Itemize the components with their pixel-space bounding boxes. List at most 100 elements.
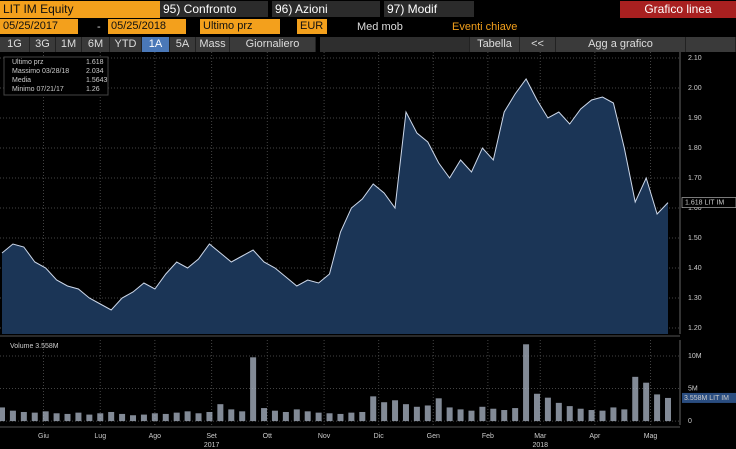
volume-bar (512, 408, 519, 422)
y-tick-label: 10M (688, 353, 702, 360)
volume-bar (130, 415, 137, 422)
option-checkbox[interactable]: Med mob (357, 21, 403, 33)
volume-bar (20, 411, 27, 422)
x-tick-label: Dic (374, 433, 385, 440)
view-title: Grafico linea (620, 1, 736, 18)
volume-bar (501, 410, 508, 422)
volume-bar (293, 409, 300, 422)
volume-bar (566, 406, 573, 422)
year-label: 2017 (204, 442, 220, 449)
period-button[interactable]: YTD (110, 37, 142, 52)
legend-label: Minimo 07/21/17 (12, 86, 64, 93)
y-tick-label: 1.90 (688, 115, 702, 122)
menu-item[interactable]: 95) Confronto (160, 1, 268, 17)
volume-bar (239, 411, 246, 422)
menu-item[interactable]: 97) Modif (384, 1, 474, 17)
volume-bar (446, 407, 453, 422)
volume-bar (326, 413, 333, 422)
volume-bar (206, 411, 213, 422)
x-tick-label: Ott (263, 433, 272, 440)
y-tick-label: 1.20 (688, 325, 702, 332)
price-tag-box (682, 392, 736, 403)
field-select[interactable]: Ultimo prz (200, 19, 280, 34)
legend-value: 1.5643 (86, 77, 108, 84)
x-tick-label: Set (206, 433, 217, 440)
y-tick-label: 5M (688, 385, 698, 392)
volume-bar (119, 413, 126, 422)
volume-bar (435, 398, 442, 422)
volume-bar (151, 413, 158, 422)
menu-item[interactable]: 96) Azioni (272, 1, 380, 17)
volume-bar (140, 414, 147, 422)
year-label: 2018 (532, 442, 548, 449)
option-checkbox[interactable]: Eventi chiave (452, 21, 518, 33)
volume-bar (665, 397, 671, 422)
legend-box (3, 56, 109, 96)
volume-bar (64, 413, 71, 422)
volume-bar (457, 409, 464, 422)
y-tick-label: 1.30 (688, 295, 702, 302)
period-button[interactable]: 1G (0, 37, 30, 52)
price-tag-box (681, 197, 736, 208)
volume-bar (228, 409, 235, 422)
period-button[interactable]: 1M (56, 37, 82, 52)
price-area (2, 79, 668, 334)
x-tick-label: Mar (534, 433, 547, 440)
end-date[interactable]: 05/25/2018 (108, 19, 186, 34)
y-tick-label: 1.70 (688, 175, 702, 182)
ticker-field[interactable]: LIT IM Equity (0, 1, 160, 18)
legend-label: Media (12, 77, 31, 84)
settings-button[interactable] (686, 37, 736, 52)
volume-bar (654, 394, 661, 422)
period-button[interactable]: 3G (30, 37, 56, 52)
price-line (1, 78, 669, 311)
y-tick-label: 1.40 (688, 265, 702, 272)
volume-bar (337, 413, 344, 422)
volume-bar (621, 409, 628, 422)
volume-bar (632, 376, 639, 422)
volume-bar (9, 410, 16, 422)
volume-bar (490, 408, 497, 422)
volume-bar (86, 414, 93, 422)
volume-bar (599, 410, 606, 422)
volume-bar (75, 412, 82, 422)
volume-bar (0, 407, 5, 422)
period-button[interactable]: Mass (196, 37, 230, 52)
period-button[interactable]: 6M (82, 37, 110, 52)
volume-bar (282, 411, 289, 422)
x-tick-label: Feb (482, 433, 494, 440)
volume-bar (53, 413, 60, 422)
period-button[interactable]: 1A (142, 37, 170, 52)
collapse-button[interactable]: << (520, 37, 556, 52)
volume-bar (348, 412, 355, 422)
volume-bar (359, 411, 366, 422)
volume-bar (31, 412, 38, 422)
frequency-select[interactable]: Giornaliero (230, 37, 316, 52)
legend-label: Ultimo prz (12, 59, 44, 66)
volume-bar (108, 411, 115, 422)
volume-bar (523, 344, 530, 422)
volume-bar (610, 407, 617, 422)
volume-bar (555, 402, 562, 422)
price-tag: 3.558M LIT IM (684, 395, 729, 402)
volume-bar (271, 410, 278, 422)
y-tick-label: 1.80 (688, 145, 702, 152)
table-button[interactable]: Tabella (470, 37, 520, 52)
start-date[interactable]: 05/25/2017 (0, 19, 78, 34)
add-button[interactable]: Agg a grafico (556, 37, 686, 52)
y-tick-label: 2.00 (688, 85, 702, 92)
y-tick-label: 2.10 (688, 55, 702, 62)
chart-tools[interactable] (320, 37, 470, 52)
legend-value: 2.034 (86, 68, 104, 75)
volume-bar (413, 406, 420, 422)
period-button[interactable]: 5A (170, 37, 196, 52)
x-tick-label: Apr (589, 433, 601, 440)
volume-bar (643, 382, 650, 422)
volume-bar (424, 405, 431, 422)
x-tick-label: Gen (427, 433, 440, 440)
price-tag: 1.618 LIT IM (685, 199, 724, 206)
volume-bar (479, 406, 486, 422)
currency-select[interactable]: EUR (297, 19, 327, 34)
